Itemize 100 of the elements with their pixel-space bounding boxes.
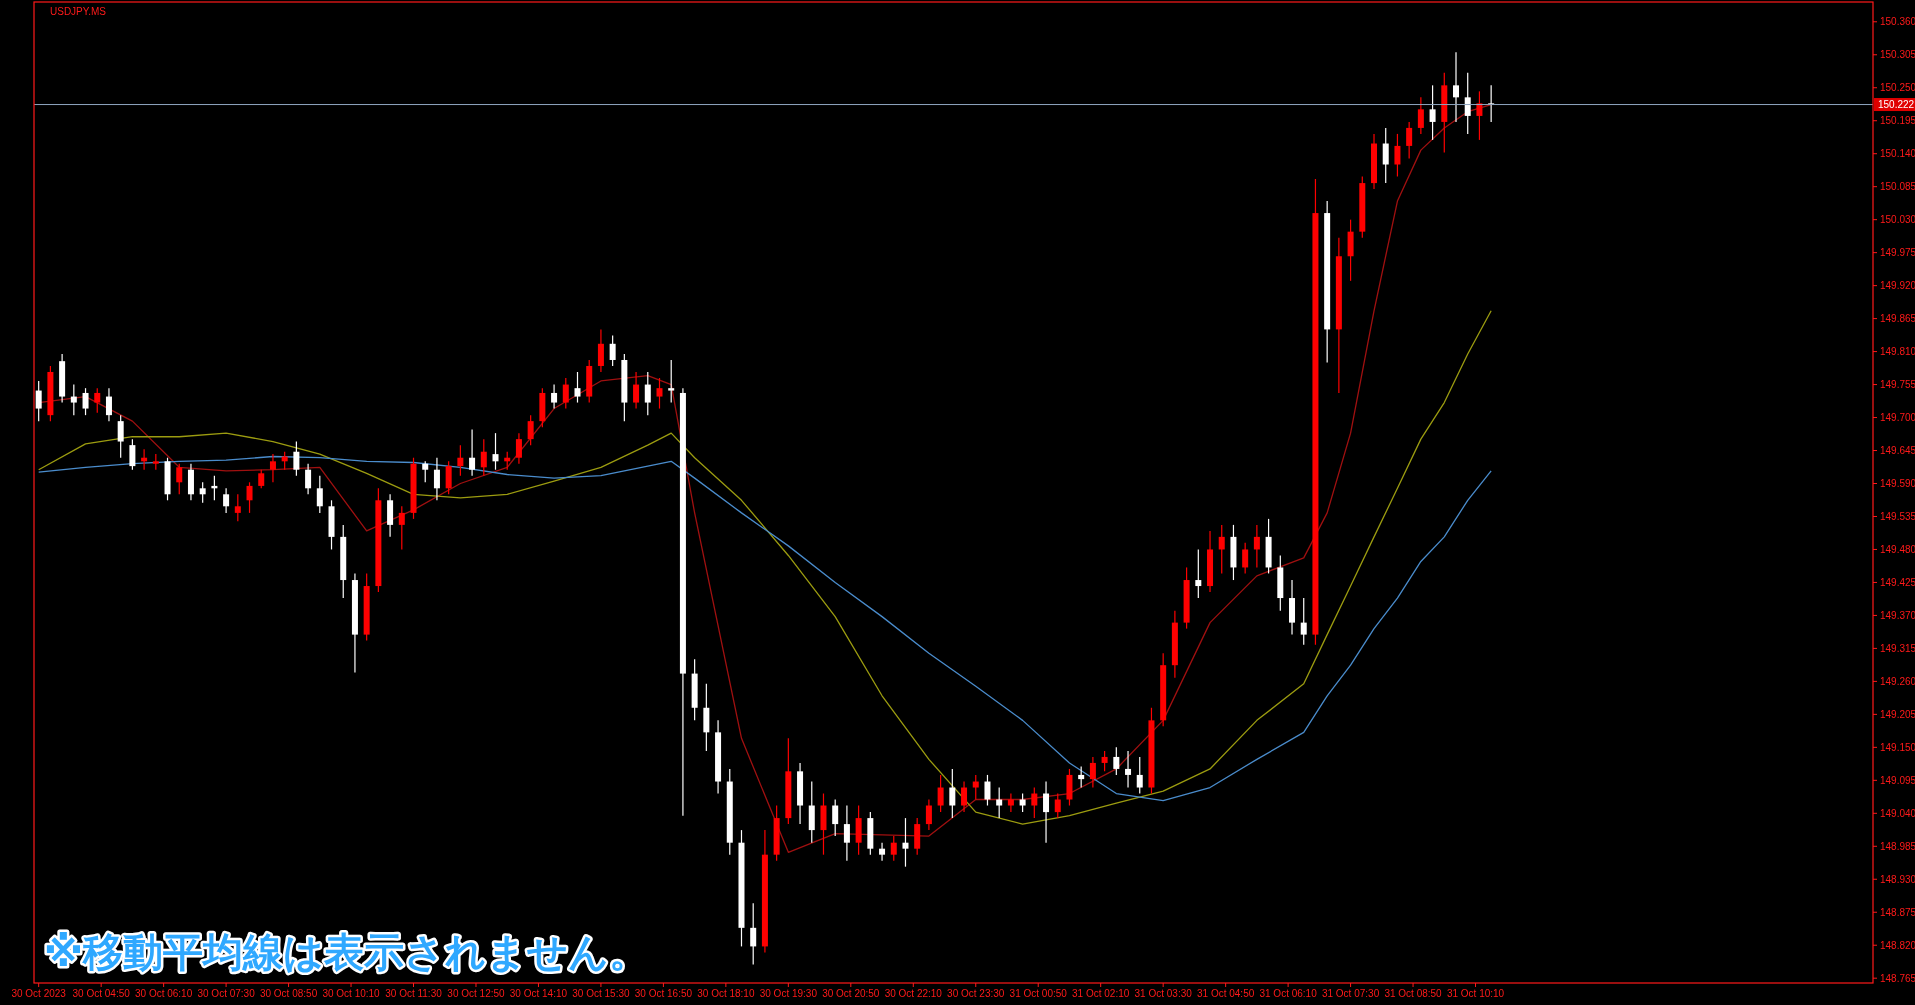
candlestick xyxy=(492,432,499,471)
candlestick xyxy=(269,453,276,483)
x-tick-label: 30 Oct 22:10 xyxy=(884,988,943,999)
y-tick-label: 149.700 xyxy=(1880,412,1915,424)
candlestick xyxy=(609,334,616,367)
y-tick-label: 149.315 xyxy=(1880,642,1915,654)
candlestick xyxy=(1031,786,1038,819)
x-tick-label: 30 Oct 14:10 xyxy=(509,988,568,999)
y-tick-label: 149.480 xyxy=(1880,543,1915,555)
x-tick-label: 30 Oct 19:30 xyxy=(759,988,818,999)
candlestick xyxy=(515,432,522,465)
candlestick xyxy=(984,774,991,807)
y-tick-label: 150.195 xyxy=(1880,115,1915,127)
candlestick xyxy=(1300,597,1307,646)
x-tick-label: 30 Oct 12:50 xyxy=(447,988,506,999)
candlestick xyxy=(70,383,77,416)
y-tick-label: 149.095 xyxy=(1880,774,1915,786)
candlestick xyxy=(551,383,558,410)
candlestick xyxy=(668,359,675,404)
y-tick-label: 149.260 xyxy=(1880,675,1915,687)
candlestick xyxy=(1089,756,1096,789)
y-tick-label: 150.085 xyxy=(1880,181,1915,193)
x-tick-label: 30 Oct 18:10 xyxy=(697,988,755,999)
candlestick xyxy=(1136,756,1143,795)
candlestick xyxy=(961,780,968,813)
y-tick-label: 149.975 xyxy=(1880,247,1915,259)
candlestick xyxy=(480,438,487,477)
candlestick xyxy=(469,428,476,477)
candlestick xyxy=(246,481,253,514)
candlestick xyxy=(35,380,42,422)
candlestick xyxy=(305,463,312,495)
candlestick xyxy=(750,902,757,966)
candlestick xyxy=(1078,765,1085,789)
y-tick-label: 148.875 xyxy=(1880,906,1915,918)
y-tick-label: 150.140 xyxy=(1880,148,1915,160)
x-tick-label: 31 Oct 10:10 xyxy=(1446,988,1505,999)
y-tick-label: 150.360 xyxy=(1880,16,1915,28)
x-tick-label: 30 Oct 15:30 xyxy=(572,988,630,999)
x-tick-label: 30 Oct 2023 xyxy=(11,988,67,999)
candlestick xyxy=(1406,121,1413,160)
x-tick-label: 31 Oct 04:50 xyxy=(1197,988,1255,999)
candlestick xyxy=(457,444,464,477)
candlestick xyxy=(293,440,300,477)
x-tick-label: 30 Oct 10:10 xyxy=(322,988,381,999)
candlestick xyxy=(94,387,101,414)
y-tick-label: 149.040 xyxy=(1880,807,1915,819)
candlestick xyxy=(879,842,886,862)
x-tick-label: 31 Oct 07:30 xyxy=(1321,988,1380,999)
candlestick xyxy=(1382,127,1389,184)
candlestick xyxy=(972,774,979,801)
x-tick-label: 31 Oct 08:50 xyxy=(1384,988,1443,999)
y-tick-label: 149.590 xyxy=(1880,478,1915,490)
candlestick xyxy=(1113,746,1120,776)
candlestick xyxy=(996,786,1003,819)
candlestick xyxy=(656,377,663,410)
candlestick xyxy=(1195,548,1202,599)
candlestick xyxy=(258,469,265,489)
candlestick xyxy=(433,457,440,501)
annotation: ※移動平均線は表示されません。 xyxy=(44,929,649,975)
y-tick-label: 149.810 xyxy=(1880,346,1915,358)
candlestick xyxy=(562,377,569,410)
y-tick-label: 149.920 xyxy=(1880,280,1915,292)
candlestick xyxy=(1125,750,1132,789)
x-tick-label: 31 Oct 02:10 xyxy=(1072,988,1130,999)
line-series xyxy=(38,310,1492,825)
x-tick-label: 30 Oct 20:50 xyxy=(822,988,880,999)
x-tick-label: 31 Oct 00:50 xyxy=(1009,988,1068,999)
candlestick xyxy=(1429,84,1436,141)
y-tick-label: 149.755 xyxy=(1880,379,1915,391)
y-tick-label: 149.865 xyxy=(1880,313,1915,325)
x-tick-label: 30 Oct 07:30 xyxy=(197,988,256,999)
candlestick xyxy=(1054,792,1061,819)
y-tick-label: 150.030 xyxy=(1880,214,1915,226)
candlestick xyxy=(105,387,112,422)
candlestick xyxy=(1417,96,1424,135)
candlestick xyxy=(398,505,405,551)
candlestick xyxy=(445,460,452,495)
candlestick xyxy=(1394,133,1401,178)
candlestick xyxy=(843,804,850,862)
y-tick-label: 149.205 xyxy=(1880,708,1915,720)
y-tick-label: 148.985 xyxy=(1880,840,1915,852)
candlestick xyxy=(1043,780,1050,844)
x-tick-label: 30 Oct 08:50 xyxy=(259,988,318,999)
candlestick xyxy=(937,774,944,813)
candlestick xyxy=(117,414,124,459)
candlestick xyxy=(316,475,323,514)
candlestick xyxy=(1007,792,1014,813)
candlestick xyxy=(949,768,956,819)
candlestick xyxy=(832,798,839,837)
y-tick-label: 150.305 xyxy=(1880,49,1915,61)
candlestick xyxy=(644,371,651,416)
candlestick xyxy=(1242,542,1249,575)
candlestick xyxy=(1453,51,1459,123)
y-tick-label: 148.930 xyxy=(1880,873,1915,885)
y-tick-label: 149.370 xyxy=(1880,609,1915,621)
x-tick-label: 30 Oct 06:10 xyxy=(135,988,193,999)
x-tick-label: 30 Oct 11:30 xyxy=(385,988,443,999)
chart-title: USDJPY.MS xyxy=(50,6,107,17)
candlestick xyxy=(223,487,230,514)
candlestick xyxy=(82,387,89,416)
